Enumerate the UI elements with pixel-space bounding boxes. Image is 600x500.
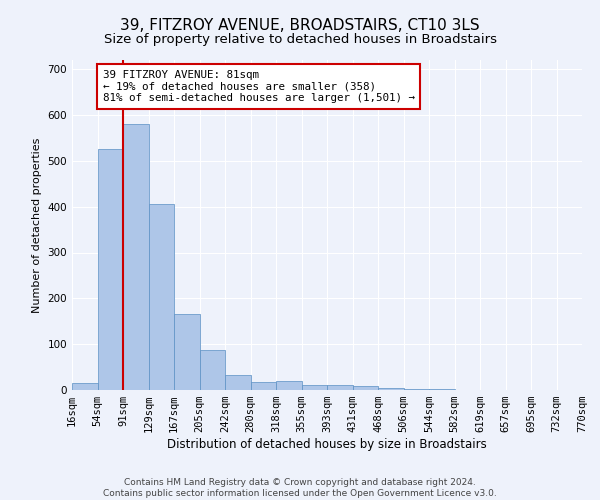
Bar xyxy=(276,381,302,390)
Bar xyxy=(251,382,276,390)
Bar xyxy=(225,375,251,390)
Bar xyxy=(404,388,429,390)
Y-axis label: Number of detached properties: Number of detached properties xyxy=(32,138,42,312)
Bar xyxy=(123,124,149,390)
Bar xyxy=(199,350,225,390)
Bar xyxy=(174,314,199,390)
Bar xyxy=(72,383,97,390)
Bar xyxy=(429,389,455,390)
Bar xyxy=(353,386,378,390)
Text: Contains HM Land Registry data © Crown copyright and database right 2024.
Contai: Contains HM Land Registry data © Crown c… xyxy=(103,478,497,498)
Text: Size of property relative to detached houses in Broadstairs: Size of property relative to detached ho… xyxy=(104,32,497,46)
Text: 39, FITZROY AVENUE, BROADSTAIRS, CT10 3LS: 39, FITZROY AVENUE, BROADSTAIRS, CT10 3L… xyxy=(120,18,480,32)
Bar xyxy=(97,150,123,390)
Text: 39 FITZROY AVENUE: 81sqm
← 19% of detached houses are smaller (358)
81% of semi-: 39 FITZROY AVENUE: 81sqm ← 19% of detach… xyxy=(103,70,415,103)
Bar xyxy=(378,388,404,390)
Bar xyxy=(327,384,353,390)
Bar xyxy=(149,204,174,390)
X-axis label: Distribution of detached houses by size in Broadstairs: Distribution of detached houses by size … xyxy=(167,438,487,451)
Bar xyxy=(302,384,327,390)
